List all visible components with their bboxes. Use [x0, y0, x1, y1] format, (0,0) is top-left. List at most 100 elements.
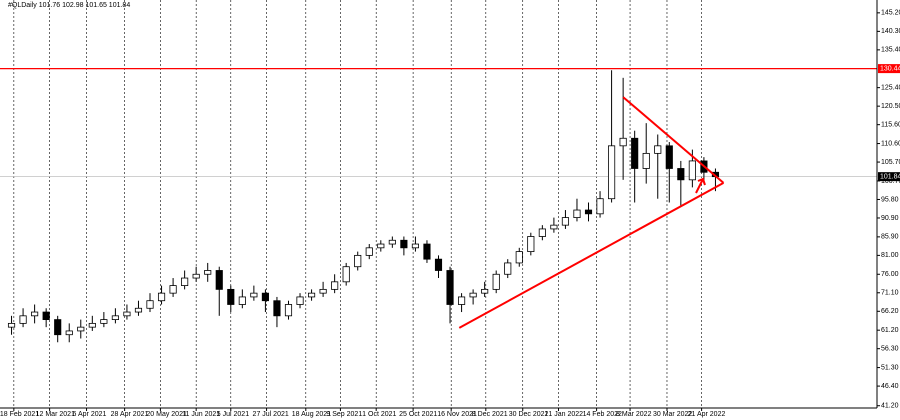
x-tick-label: 30 Dec 2021 — [509, 411, 549, 418]
x-tick-label: 21 Jan 2022 — [545, 411, 584, 418]
candle-body — [65, 330, 73, 336]
plot — [0, 68, 877, 343]
x-tick-label: 25 Oct 2021 — [399, 411, 437, 418]
candle-body — [469, 292, 477, 298]
candle-body — [181, 277, 189, 286]
candle-body — [157, 292, 166, 302]
candle-body — [296, 296, 304, 305]
candle-body — [31, 311, 39, 317]
candle-body — [134, 307, 143, 313]
candle-body — [688, 160, 696, 181]
candle-body — [111, 315, 119, 321]
candle-body — [354, 254, 362, 268]
candle-body — [573, 209, 581, 219]
candle-body — [54, 319, 62, 336]
candle-body — [261, 292, 269, 302]
candle-body — [365, 247, 373, 256]
x-tick-label: 8 Dec 2021 — [472, 411, 508, 418]
candle-body — [654, 145, 662, 154]
candle-body — [515, 251, 523, 264]
candle-body — [238, 296, 246, 305]
candle-body — [550, 224, 558, 230]
y-tick-label: 125.40 — [881, 84, 900, 91]
candle-body — [146, 300, 154, 309]
candle-body — [527, 236, 535, 253]
candle-body — [77, 326, 85, 332]
x-tick-label: 1 Oct 2021 — [362, 411, 396, 418]
y-tick-label: 66.20 — [881, 308, 899, 315]
trendline — [458, 181, 725, 329]
x-tick-label: 20 May 2021 — [146, 411, 187, 418]
x-tick-label: 21 Apr 2022 — [688, 411, 726, 418]
candle-body — [192, 273, 200, 279]
candle-body — [446, 270, 454, 305]
candle-body — [411, 243, 419, 249]
x-tick-label: 18 Feb 2021 — [0, 411, 39, 418]
candle-body — [388, 239, 396, 245]
y-tick-label: 120.50 — [881, 103, 900, 110]
level-label: 130.44 — [880, 65, 900, 72]
y-tick-label: 56.30 — [881, 346, 899, 353]
candle-body — [665, 145, 673, 169]
candle-body — [538, 228, 546, 237]
x-tick-label: 8 Mar 2022 — [616, 411, 652, 418]
y-tick-label: 46.40 — [881, 383, 899, 390]
price-label: 101.84 — [880, 173, 900, 180]
candle-body — [400, 239, 408, 249]
candle-body — [584, 209, 593, 215]
y-tick-label: 85.90 — [881, 234, 899, 241]
candle-body — [284, 304, 293, 317]
candle-body — [631, 137, 639, 169]
x-tick-label: 14 Feb 2022 — [583, 411, 622, 418]
candle-body — [434, 258, 443, 271]
y-tick-label: 71.10 — [881, 290, 899, 297]
candle-body — [250, 292, 258, 298]
candle-body — [215, 270, 223, 290]
y-tick-label: 95.80 — [881, 196, 899, 203]
candle-body — [19, 315, 27, 324]
candle-body — [342, 266, 350, 283]
candle-body — [481, 288, 489, 294]
y-tick-label: 140.30 — [881, 28, 900, 35]
y-tick-label: 76.00 — [881, 271, 899, 278]
chart-title: #QLDaily 101.76 102.98 101.65 101.84 — [8, 2, 130, 9]
candle-body — [331, 281, 339, 290]
candle-body — [504, 262, 512, 275]
candle-body — [492, 273, 500, 290]
x-tick-label: 27 Jul 2021 — [253, 411, 289, 418]
candle-body — [642, 152, 650, 169]
x-tick-label: 5 Jul 2021 — [217, 411, 249, 418]
candle-body — [169, 285, 177, 294]
x-tick-label: 9 Sep 2021 — [326, 411, 362, 418]
candle-body — [204, 270, 212, 275]
candle-body — [608, 145, 616, 200]
y-tick-label: 145.20 — [881, 10, 900, 17]
candle-body — [561, 217, 570, 226]
y-tick-label: 41.20 — [881, 403, 899, 410]
candle-body — [88, 322, 96, 328]
y-tick-label: 115.60 — [881, 122, 900, 129]
candle-body — [377, 243, 385, 249]
x-tick-label: 30 Mar 2022 — [653, 411, 692, 418]
x-tick-label: 28 Apr 2021 — [111, 411, 149, 418]
candle-body — [619, 137, 627, 147]
candle-body — [227, 288, 235, 305]
candle-body — [423, 243, 431, 260]
candle-body — [123, 311, 131, 317]
y-tick-label: 90.90 — [881, 215, 899, 222]
y-tick-label: 105.70 — [881, 159, 900, 166]
y-tick-label: 61.20 — [881, 327, 899, 334]
candle-body — [307, 292, 316, 298]
candle-body — [319, 288, 327, 294]
y-tick-label: 100.70 — [881, 178, 900, 185]
x-tick-label: 11 Jun 2021 — [182, 411, 220, 418]
x-tick-label: 16 Nov 2021 — [437, 411, 477, 418]
candle-body — [42, 311, 50, 320]
y-tick-label: 135.40 — [881, 47, 900, 54]
arrow-annotation — [695, 177, 706, 194]
candle-body — [458, 296, 466, 305]
trendline — [622, 96, 725, 184]
candle-body — [596, 198, 604, 215]
